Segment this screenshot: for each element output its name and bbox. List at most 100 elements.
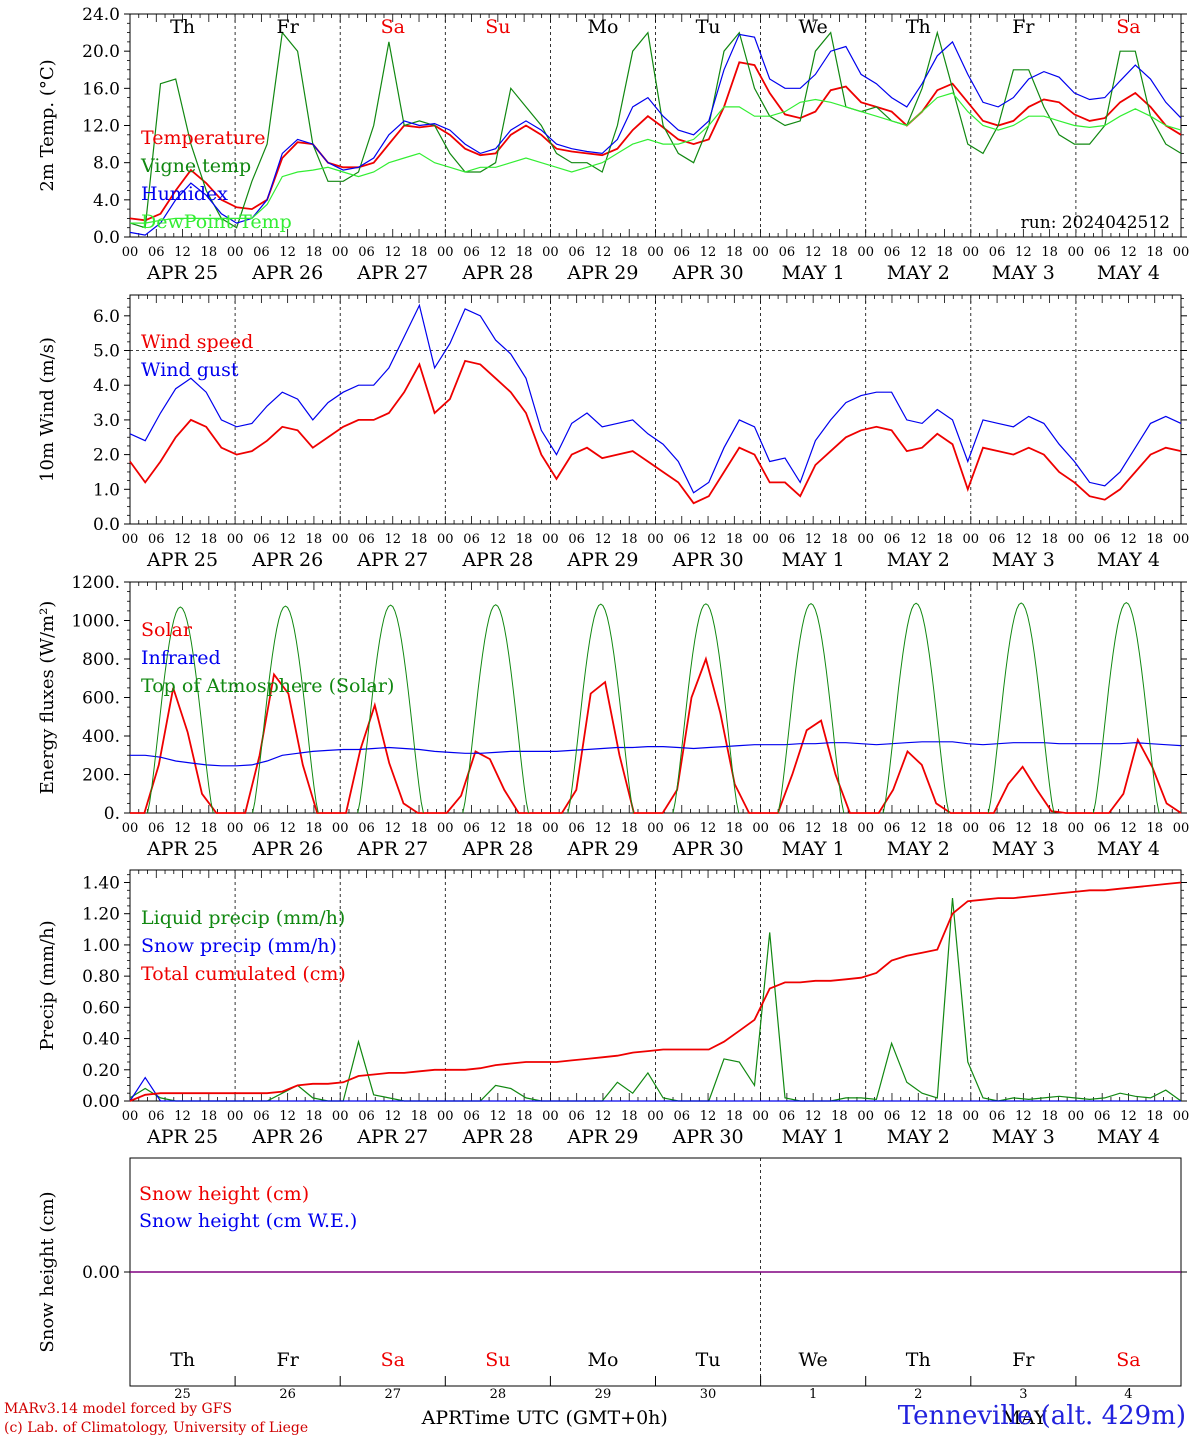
series-line	[129, 898, 1182, 1102]
panel-4: 0.00 0.20 0.40 0.60 0.80 1.00 1.20 1.40 00 06 12 18…	[37, 869, 1189, 1148]
hour-tick-label: 06	[1094, 245, 1111, 260]
hour-tick-label: 06	[1094, 1109, 1111, 1124]
legend-entry: DewPoint Temp	[141, 211, 292, 233]
hour-tick-label: 00	[542, 821, 559, 836]
hour-tick-label: 00	[332, 1109, 349, 1124]
hour-tick-label: 00	[227, 532, 244, 547]
hour-tick-label: 18	[201, 532, 218, 547]
hour-tick-label: 06	[253, 532, 270, 547]
hour-tick-label: 06	[253, 821, 270, 836]
y-axis-label: Snow height (cm)	[37, 1191, 58, 1352]
hour-tick-label: 12	[1120, 532, 1137, 547]
lab-credit: (c) Lab. of Climatology, University of L…	[4, 1420, 309, 1436]
hour-tick-label: 18	[831, 821, 848, 836]
hour-tick-label: 18	[516, 821, 533, 836]
hour-tick-label: 00	[647, 1109, 664, 1124]
day-number-label: 26	[279, 1387, 296, 1402]
date-label: MAY 1	[782, 549, 845, 571]
date-label: APR 28	[461, 838, 533, 860]
series-line	[130, 656, 1182, 814]
hour-tick-label: 06	[779, 532, 796, 547]
hour-tick-label: 06	[253, 1109, 270, 1124]
hour-tick-label: 00	[332, 821, 349, 836]
day-of-week-label: Su	[485, 1349, 510, 1371]
hour-tick-label: 12	[805, 821, 822, 836]
panel-1: 0.0 4.0 8.0 12.0 16.0 20.0 24.0 00 06 12 18 00 06 12 1…	[37, 5, 1189, 284]
day-of-week-label: Sa	[381, 16, 405, 38]
day-of-week-label: Th	[906, 16, 931, 38]
date-label: APR 28	[461, 549, 533, 571]
hour-tick-label: 12	[1015, 245, 1032, 260]
hour-tick-label: 12	[174, 245, 191, 260]
y-tick-label: 3.0	[93, 411, 120, 431]
hour-tick-label: 00	[332, 532, 349, 547]
date-label: MAY 3	[992, 262, 1055, 284]
series-line	[129, 30, 1182, 229]
hour-tick-label: 12	[1120, 1109, 1137, 1124]
hour-tick-label: 00	[857, 532, 874, 547]
hour-tick-label: 12	[1120, 245, 1137, 260]
hour-tick-label: 00	[963, 532, 980, 547]
date-label: MAY 4	[1097, 262, 1160, 284]
hour-tick-label: 06	[358, 1109, 375, 1124]
series-line	[129, 33, 1182, 236]
day-number-label: 1	[809, 1387, 817, 1402]
hour-tick-label: 18	[831, 245, 848, 260]
legend-entry: Wind speed	[141, 331, 253, 353]
hour-tick-label: 18	[1146, 245, 1163, 260]
series-toa-day	[882, 602, 950, 814]
hour-tick-label: 18	[1146, 532, 1163, 547]
hour-tick-label: 06	[148, 821, 165, 836]
y-tick-label: 0.0	[93, 228, 120, 248]
hour-tick-label: 18	[726, 821, 743, 836]
hour-tick-label: 06	[884, 245, 901, 260]
hour-tick-label: 00	[1068, 245, 1085, 260]
y-tick-label: 20.0	[82, 42, 120, 62]
plot-frame	[129, 294, 1182, 525]
hour-tick-label: 18	[201, 1109, 218, 1124]
date-label: APR 30	[672, 838, 744, 860]
hour-tick-label: 00	[1068, 1109, 1085, 1124]
y-tick-label: 200.	[82, 766, 120, 786]
date-label: APR 30	[672, 549, 744, 571]
hour-tick-label: 18	[621, 1109, 638, 1124]
y-tick-label: 24.0	[82, 5, 120, 25]
date-label: APR 29	[566, 262, 638, 284]
legend-entry: Total cumulated (cm)	[141, 963, 346, 985]
date-label: MAY 2	[887, 1126, 950, 1148]
day-number-label: 25	[174, 1387, 191, 1402]
hour-tick-label: 12	[490, 821, 507, 836]
day-number-label: 28	[490, 1387, 507, 1402]
hour-tick-label: 00	[122, 821, 139, 836]
y-tick-label: 0.60	[82, 998, 120, 1018]
day-of-week-label: We	[799, 16, 828, 38]
hour-tick-label: 12	[490, 532, 507, 547]
day-of-week-label: Mo	[587, 16, 618, 38]
y-tick-label: 1200.	[71, 573, 120, 593]
day-of-week-label: Tu	[696, 16, 721, 38]
series-line	[129, 1076, 1181, 1102]
hour-tick-label: 18	[621, 245, 638, 260]
legend-entry: Temperature	[141, 127, 265, 149]
month-label: MAY	[1002, 1407, 1047, 1429]
hour-tick-label: 06	[1094, 821, 1111, 836]
hour-tick-label: 12	[700, 821, 717, 836]
hour-tick-label: 18	[516, 1109, 533, 1124]
hour-tick-label: 18	[936, 1109, 953, 1124]
y-tick-label: 8.0	[93, 154, 120, 174]
hour-tick-label: 00	[437, 1109, 454, 1124]
hour-tick-label: 06	[253, 245, 270, 260]
hour-tick-label: 12	[910, 821, 927, 836]
hour-tick-label: 12	[805, 1109, 822, 1124]
hour-tick-label: 06	[358, 245, 375, 260]
date-label: APR 25	[146, 1126, 218, 1148]
hour-tick-label: 00	[963, 1109, 980, 1124]
hour-tick-label: 00	[647, 532, 664, 547]
hour-tick-label: 18	[936, 821, 953, 836]
hour-tick-label: 06	[463, 532, 480, 547]
day-of-week-label: We	[799, 1349, 828, 1371]
hour-tick-label: 18	[411, 1109, 428, 1124]
series-toa-day	[777, 602, 845, 814]
hour-tick-label: 12	[490, 245, 507, 260]
hour-tick-label: 18	[1041, 821, 1058, 836]
